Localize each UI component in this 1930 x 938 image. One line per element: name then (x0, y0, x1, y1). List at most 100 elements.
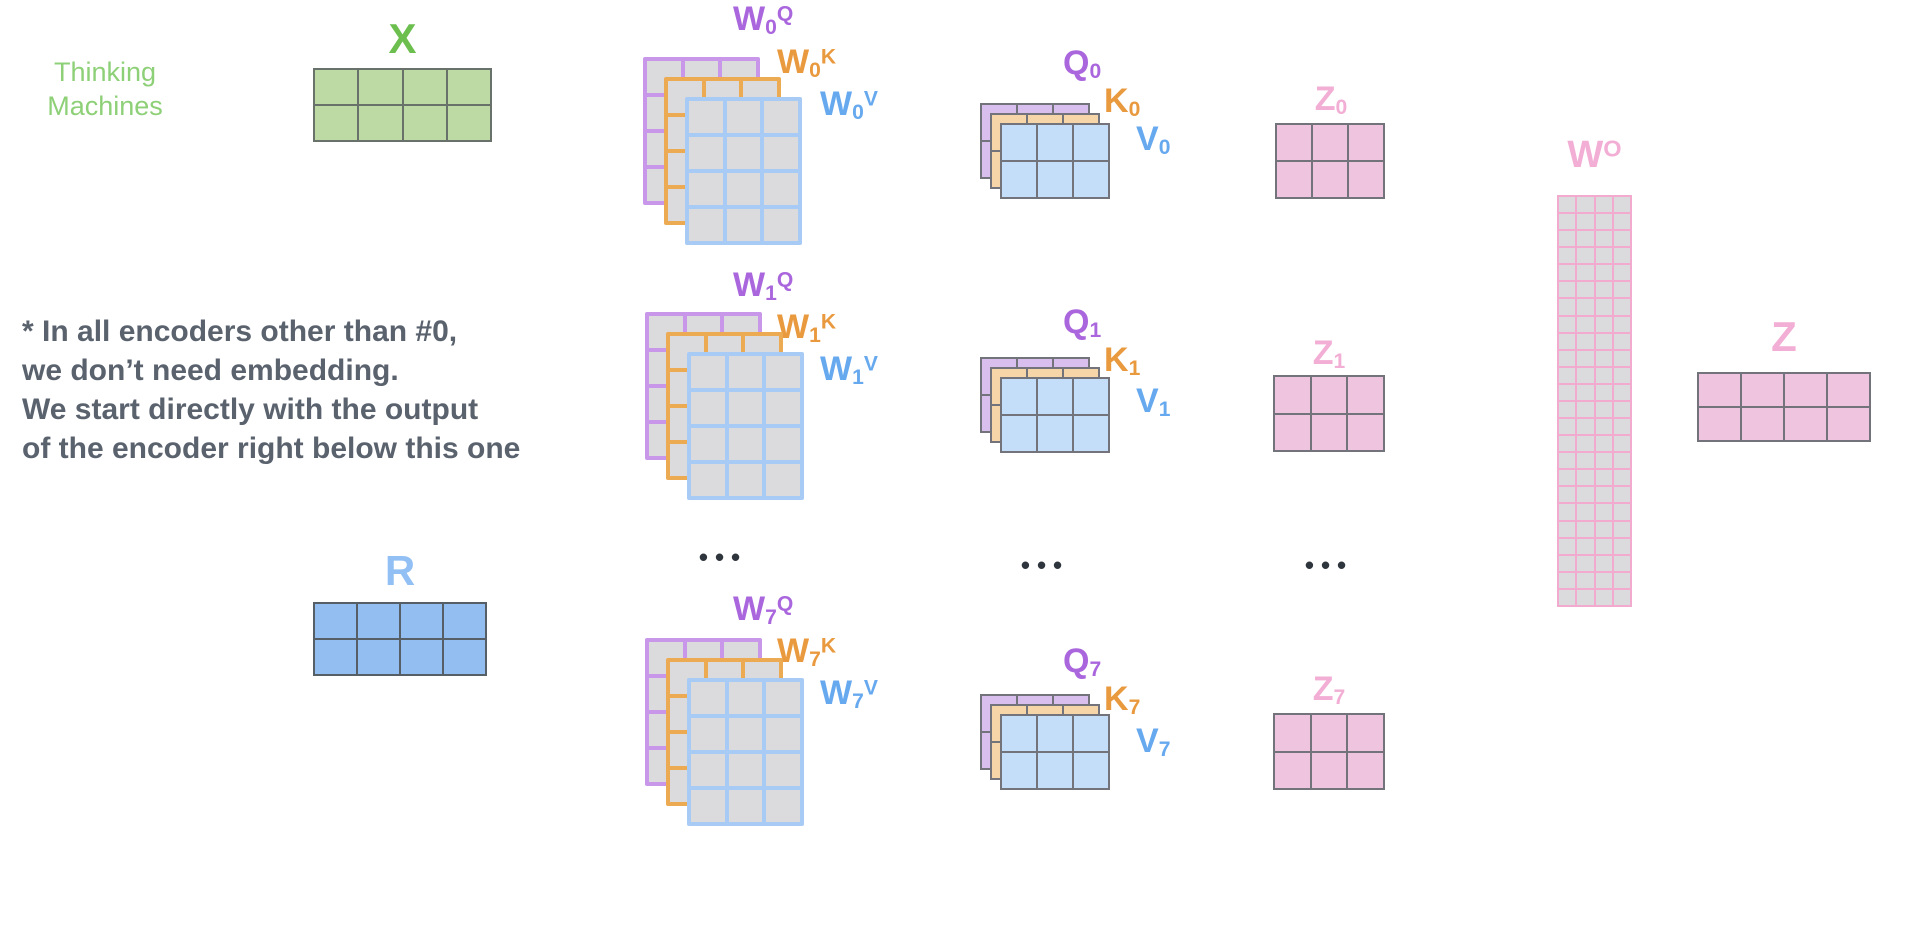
matrix-cell (1613, 538, 1630, 554)
matrix-cell (1613, 282, 1630, 298)
r-matrix (313, 602, 487, 676)
note-line-1: * In all encoders other than #0, (22, 315, 458, 348)
matrix-cell (1577, 521, 1594, 537)
matrix-cell (764, 173, 798, 205)
matrix-cell (401, 604, 442, 638)
matrix-cell (764, 209, 798, 241)
matrix-cell (444, 604, 485, 638)
w0v-matrix (685, 97, 802, 245)
matrix-cell (728, 392, 763, 424)
matrix-cell (766, 754, 800, 786)
z-output-label: Z (1771, 313, 1797, 360)
matrix-cell (1595, 265, 1612, 281)
matrix-cell (1577, 470, 1594, 486)
label-sub: 1 (1089, 318, 1102, 342)
label-sup: V (863, 676, 878, 700)
matrix-cell (764, 101, 798, 133)
matrix-cell (1002, 716, 1036, 751)
matrix-cell (1002, 753, 1036, 788)
matrix-cell (1785, 408, 1826, 440)
matrix-cell (1577, 555, 1594, 571)
matrix-cell (1595, 333, 1612, 349)
label-sub: 1 (1158, 397, 1171, 421)
matrix-cell (1595, 384, 1612, 400)
brand-line2: Machines (47, 91, 163, 121)
matrix-cell (358, 640, 399, 674)
matrix-cell (1559, 521, 1576, 537)
matrix-cell (1595, 350, 1612, 366)
matrix-cell (1038, 753, 1072, 788)
w0k-label: W0K (777, 45, 836, 81)
matrix-cell (691, 754, 725, 786)
label-sup: O (1603, 135, 1622, 162)
matrix-cell (691, 718, 725, 750)
matrix-cell (728, 754, 763, 786)
matrix-cell (766, 718, 800, 750)
label-sup: Q (776, 2, 794, 26)
matrix-cell (1613, 367, 1630, 383)
label-base: W (820, 350, 853, 388)
matrix-cell (691, 392, 725, 424)
w1k-label: W1K (777, 310, 836, 346)
matrix-cell (1002, 416, 1036, 451)
x-matrix-label: X (388, 15, 417, 62)
matrix-cell (1577, 436, 1594, 452)
matrix-cell (1595, 521, 1612, 537)
label-base: W (733, 590, 766, 628)
matrix-cell (728, 682, 763, 714)
matrix-cell (1348, 414, 1383, 450)
z0-label: Z0 (1275, 82, 1387, 118)
note-line-4: of the encoder right below this one (22, 432, 521, 465)
matrix-cell (447, 106, 490, 140)
label-sup: V (863, 87, 878, 111)
matrix-cell (444, 640, 485, 674)
matrix-cell (401, 640, 442, 674)
matrix-cell (1577, 453, 1594, 469)
matrix-cell (1559, 555, 1576, 571)
matrix-cell (1349, 125, 1383, 160)
r-matrix-label: R (384, 547, 416, 594)
matrix-cell (1577, 333, 1594, 349)
matrix-cell (1348, 377, 1383, 413)
matrix-cell (1595, 248, 1612, 264)
matrix-cell (1595, 589, 1612, 605)
matrix-cell (1577, 231, 1594, 247)
matrix-cell (1074, 125, 1108, 160)
matrix-cell (1275, 752, 1310, 788)
matrix-cell (1577, 504, 1594, 520)
label-sub: 7 (1333, 685, 1346, 709)
matrix-cell (1577, 419, 1594, 435)
ellipsis-w-column: ••• (698, 542, 748, 572)
matrix-cell (1275, 414, 1310, 450)
label-sup: V (863, 352, 878, 376)
matrix-cell (1699, 374, 1740, 406)
matrix-cell (1559, 333, 1576, 349)
matrix-cell (1559, 487, 1576, 503)
matrix-cell (1613, 521, 1630, 537)
matrix-cell (1559, 299, 1576, 315)
label-sub: 0 (1089, 59, 1102, 83)
matrix-cell (1559, 419, 1576, 435)
matrix-cell (1559, 504, 1576, 520)
matrix-cell (403, 70, 446, 104)
k0-label: K0 (1104, 84, 1140, 120)
label-sub: 7 (852, 689, 864, 713)
matrix-cell (1595, 197, 1612, 213)
label-sub: 1 (809, 323, 821, 347)
label-base: W (1567, 134, 1604, 176)
matrix-cell (766, 392, 800, 424)
matrix-cell (1577, 248, 1594, 264)
label-sub: 1 (1333, 349, 1346, 373)
matrix-cell (691, 464, 725, 496)
matrix-cell (1595, 282, 1612, 298)
label-base: W (777, 43, 810, 81)
matrix-cell (1559, 589, 1576, 605)
matrix-cell (1577, 299, 1594, 315)
matrix-cell (1275, 377, 1310, 413)
w7q-label: W7Q (733, 592, 793, 628)
z1-matrix (1273, 375, 1385, 452)
matrix-cell (1577, 265, 1594, 281)
w0q-label: W0Q (733, 2, 793, 38)
w1v-label: W1V (820, 352, 878, 388)
